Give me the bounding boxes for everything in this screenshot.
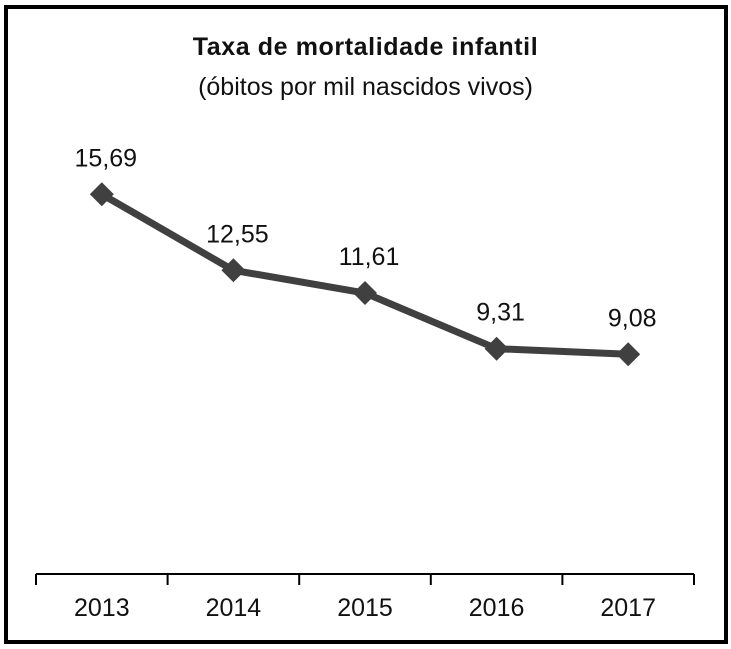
x-tick-label: 2015 <box>337 594 393 622</box>
data-point-marker <box>221 258 246 283</box>
data-point-marker <box>484 336 509 361</box>
data-label: 15,69 <box>75 144 138 172</box>
x-tick-label: 2016 <box>469 594 525 622</box>
data-point-marker <box>353 281 377 306</box>
data-point-marker <box>616 342 641 367</box>
data-label: 11,61 <box>339 243 400 271</box>
data-label: 9,08 <box>608 304 657 332</box>
x-tick-label: 2014 <box>206 594 262 622</box>
x-tick-label: 2013 <box>74 594 130 622</box>
data-label: 12,55 <box>206 220 269 248</box>
chart-subtitle: (óbitos por mil nascidos vivos) <box>198 73 533 101</box>
chart-title: Taxa de mortalidade infantil <box>192 33 539 61</box>
x-tick-label: 2017 <box>600 594 656 622</box>
data-label: 9,31 <box>476 299 525 327</box>
chart-frame <box>4 5 728 644</box>
series-line <box>100 191 629 358</box>
data-point-marker <box>89 182 114 207</box>
